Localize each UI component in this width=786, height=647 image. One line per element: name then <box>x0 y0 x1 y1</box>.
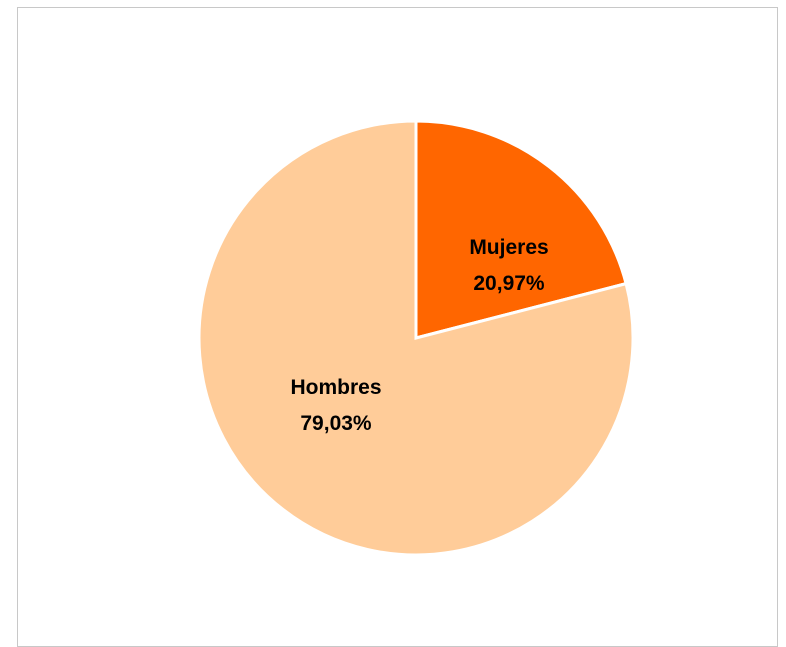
pie-labels: Mujeres 20,97% Hombres 79,03% <box>290 236 548 435</box>
slice-percent-mujeres: 20,97% <box>473 272 545 295</box>
slice-label-mujeres: Mujeres <box>469 236 548 259</box>
pie-slice-mujeres <box>414 119 628 340</box>
pie-slices <box>197 119 635 557</box>
slice-label-hombres: Hombres <box>290 376 381 399</box>
slice-percent-hombres: 79,03% <box>300 412 372 435</box>
pie-slice-hombres <box>197 119 635 557</box>
